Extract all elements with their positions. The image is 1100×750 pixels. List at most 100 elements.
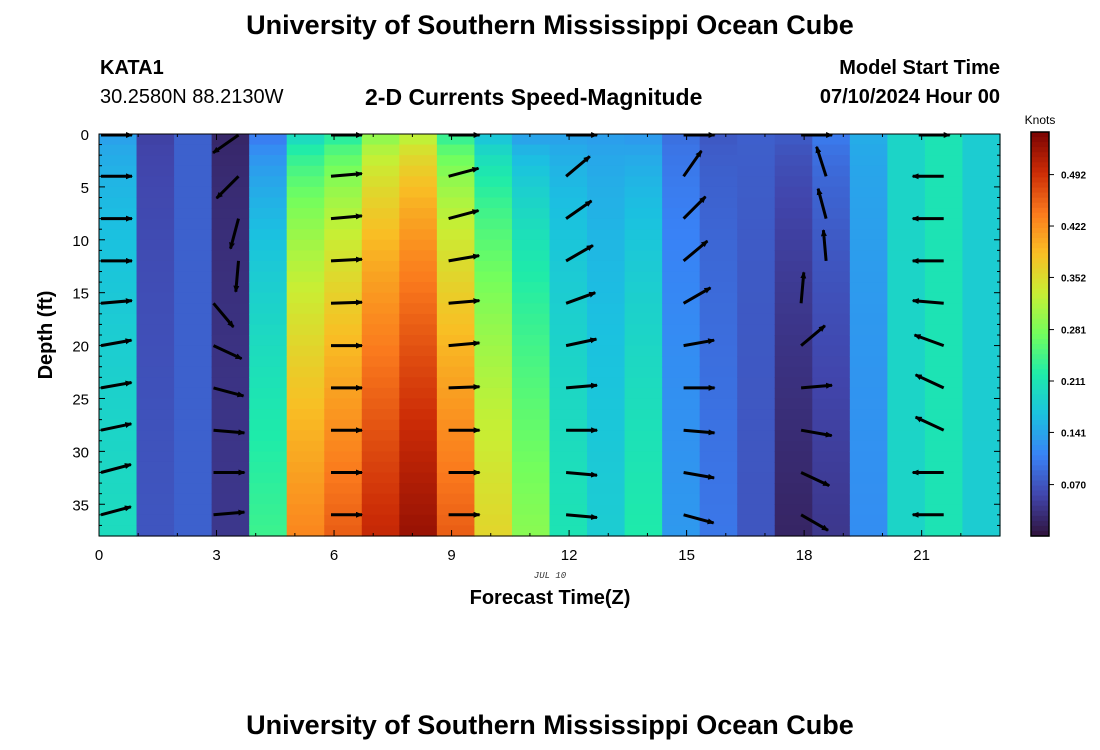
heatmap-cell: [587, 430, 626, 442]
heatmap-cell: [924, 186, 964, 199]
heatmap-cell: [136, 514, 175, 527]
y-tick-label: 5: [81, 180, 89, 197]
date-label: JUL 10: [534, 571, 567, 581]
heatmap-cell: [887, 260, 926, 273]
heatmap-cell: [849, 250, 888, 262]
current-vector: [565, 244, 594, 263]
heatmap-cell: [887, 419, 926, 431]
heatmap-cell: [511, 186, 551, 199]
current-vector: [448, 166, 480, 178]
heatmap-cell: [699, 134, 738, 146]
heatmap-cell: [324, 387, 363, 400]
heatmap-cell: [511, 250, 551, 262]
heatmap-cell: [286, 271, 325, 283]
heatmap-cell: [962, 218, 1001, 230]
heatmap-cell: [286, 134, 325, 146]
colorbar-swatch: [1031, 258, 1049, 264]
heatmap-cell: [962, 493, 1001, 505]
heatmap-cell: [399, 208, 438, 220]
heatmap-cell: [624, 218, 663, 230]
heatmap-cell: [624, 472, 663, 484]
heatmap-cell: [549, 377, 588, 389]
heatmap-cell: [774, 208, 813, 220]
heatmap-cell: [962, 451, 1001, 463]
heatmap-cell: [737, 366, 776, 378]
colorbar-swatch: [1031, 374, 1049, 381]
heatmap-cell: [361, 335, 400, 347]
heatmap-cell: [812, 483, 851, 495]
heatmap-cell: [774, 292, 813, 304]
heatmap-cell: [699, 165, 738, 177]
heatmap-cell: [587, 144, 626, 156]
heatmap-cell: [511, 176, 551, 188]
heatmap-cell: [549, 514, 588, 527]
heatmap-cell: [136, 165, 175, 177]
heatmap-cell: [549, 197, 588, 209]
heatmap-cell: [174, 176, 213, 188]
heatmap-cell: [436, 440, 476, 452]
heatmap-cell: [887, 345, 926, 357]
heatmap-cell: [286, 377, 325, 389]
heatmap-cell: [136, 197, 175, 209]
heatmap-cell: [211, 451, 250, 463]
heatmap-cell: [662, 155, 701, 167]
heatmap-cell: [99, 260, 138, 273]
colorbar-swatch: [1031, 248, 1049, 254]
heatmap-cell: [774, 409, 813, 421]
heatmap-cell: [286, 208, 325, 220]
heatmap-cell: [662, 504, 701, 516]
heatmap-cell: [324, 208, 363, 220]
heatmap-cell: [774, 165, 813, 177]
heatmap-cell: [99, 197, 138, 209]
heatmap-cell: [924, 260, 964, 273]
heatmap-cell: [662, 472, 701, 484]
heatmap-cell: [99, 356, 138, 368]
heatmap-cell: [549, 260, 588, 273]
heatmap-cell: [887, 440, 926, 452]
heatmap-cell: [436, 493, 476, 505]
heatmap-cell: [624, 430, 663, 442]
heatmap-cell: [812, 472, 851, 484]
heatmap-cell: [399, 218, 438, 230]
heatmap-cell: [812, 186, 851, 199]
heatmap-cell: [812, 514, 851, 527]
heatmap-cell: [549, 134, 588, 146]
heatmap-cell: [887, 504, 926, 516]
heatmap-cell: [587, 335, 626, 347]
heatmap-cell: [662, 218, 701, 230]
heatmap-cell: [812, 239, 851, 251]
heatmap-cell: [662, 335, 701, 347]
heatmap-cell: [962, 335, 1001, 347]
current-vector: [816, 187, 828, 219]
heatmap-cell: [549, 335, 588, 347]
heatmap-cell: [624, 356, 663, 368]
heatmap-cell: [174, 292, 213, 304]
heatmap-cell: [136, 292, 175, 304]
heatmap-cell: [924, 155, 964, 167]
heatmap-cell: [286, 313, 325, 326]
x-tick-label: 3: [212, 547, 220, 564]
heatmap-cell: [549, 472, 588, 484]
colorbar-swatch: [1031, 495, 1049, 502]
heatmap-cell: [436, 514, 476, 527]
colorbar-swatch: [1031, 435, 1049, 441]
heatmap-cell: [699, 493, 738, 505]
heatmap-cell: [324, 419, 363, 431]
heatmap-cell: [737, 208, 776, 220]
heatmap-cell: [849, 313, 888, 326]
heatmap-cell: [286, 461, 325, 474]
heatmap-cell: [361, 387, 400, 400]
heatmap-cell: [361, 239, 400, 251]
current-vector: [448, 209, 480, 221]
heatmap-cell: [511, 440, 551, 452]
heatmap-cell: [324, 451, 363, 463]
heatmap-cell: [399, 409, 438, 421]
heatmap-cell: [136, 155, 175, 167]
colorbar-swatch: [1031, 344, 1049, 350]
colorbar-swatch: [1031, 480, 1049, 487]
colorbar-swatch: [1031, 354, 1049, 360]
heatmap-cell: [99, 313, 138, 326]
heatmap-cell: [511, 366, 551, 378]
heatmap-cell: [136, 419, 175, 431]
colorbar-swatch: [1031, 157, 1049, 163]
